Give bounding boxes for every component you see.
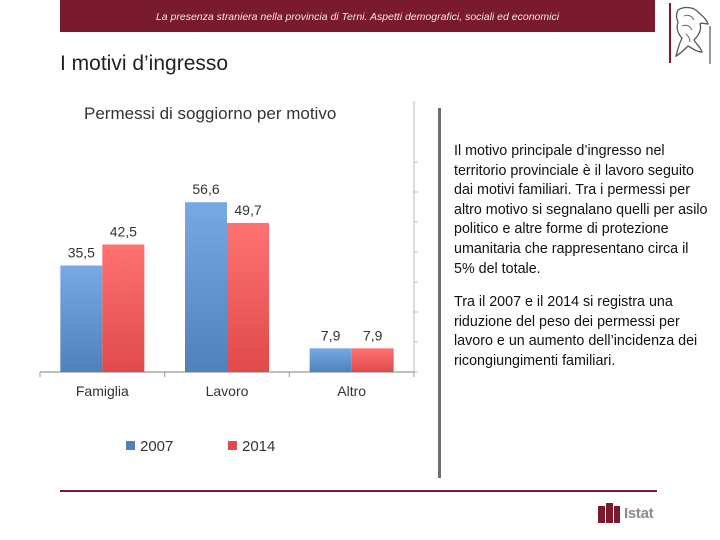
legend-swatch-2007 bbox=[126, 441, 135, 450]
legend-label-2014: 2014 bbox=[242, 438, 275, 455]
legend-swatch-2014 bbox=[228, 441, 237, 450]
paragraph-1: Il motivo principale d’ingresso nel terr… bbox=[454, 143, 708, 277]
province-logo bbox=[668, 2, 714, 66]
bar-2014-lavoro bbox=[227, 222, 269, 372]
footer-line bbox=[60, 490, 657, 492]
page-title: I motivi d’ingresso bbox=[60, 52, 229, 75]
bar-2007-lavoro bbox=[185, 202, 227, 372]
header-bar: La presenza straniera nella provincia di… bbox=[60, 0, 655, 32]
data-label-2014-famiglia: 42,5 bbox=[110, 224, 137, 240]
paragraph-2: Tra il 2007 e il 2014 si registra una ri… bbox=[454, 294, 698, 369]
data-label-2014-altro: 7,9 bbox=[363, 327, 383, 343]
vertical-divider bbox=[438, 108, 441, 478]
bar-2007-altro bbox=[309, 348, 352, 372]
data-label-2007-lavoro: 56,6 bbox=[192, 181, 219, 197]
bar-chart: Permessi di soggiorno per motivo 35,5 42,5… bbox=[38, 96, 428, 481]
coat-of-arms-icon bbox=[669, 3, 711, 64]
bar-2007-famiglia bbox=[60, 265, 103, 372]
bar-2014-famiglia bbox=[102, 244, 145, 372]
chart-svg: Permessi di soggiorno per motivo 35,5 42,5… bbox=[39, 101, 418, 455]
category-label-famiglia: Famiglia bbox=[76, 383, 129, 399]
istat-label: Istat bbox=[624, 504, 654, 522]
body-text: Il motivo principale d’ingresso nel terr… bbox=[454, 142, 710, 386]
header-subtitle: La presenza straniera nella provincia di… bbox=[155, 11, 560, 23]
istat-mark-icon bbox=[598, 503, 620, 523]
data-label-2007-altro: 7,9 bbox=[321, 327, 341, 343]
category-label-altro: Altro bbox=[337, 383, 366, 399]
bar-2014-altro bbox=[351, 348, 394, 372]
legend-label-2007: 2007 bbox=[140, 438, 173, 455]
data-label-2014-lavoro: 49,7 bbox=[234, 202, 261, 218]
chart-title: Permessi di soggiorno per motivo bbox=[84, 104, 336, 123]
istat-logo: Istat bbox=[598, 503, 654, 523]
data-label-2007-famiglia: 35,5 bbox=[68, 245, 95, 261]
category-label-lavoro: Lavoro bbox=[206, 383, 249, 399]
